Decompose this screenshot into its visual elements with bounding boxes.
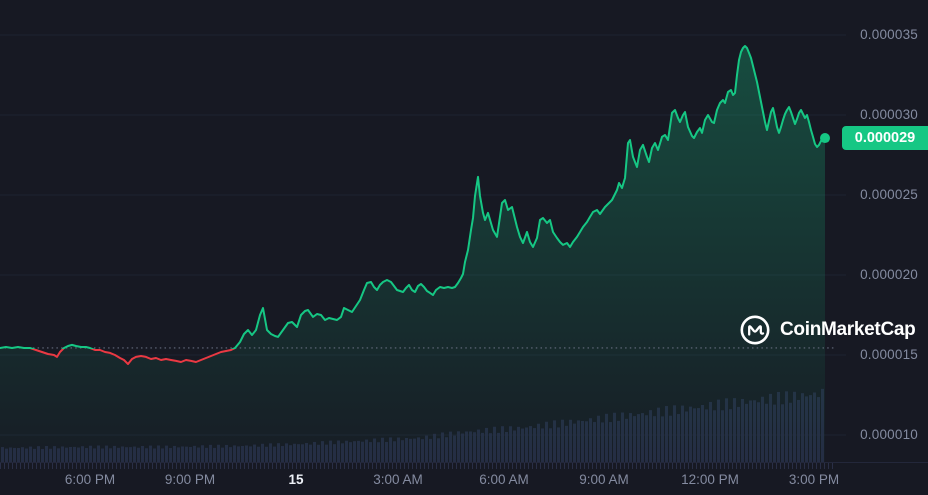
watermark: CoinMarketCap xyxy=(739,314,916,346)
x-axis-label: 12:00 PM xyxy=(681,472,739,487)
current-price-value: 0.000029 xyxy=(854,130,916,147)
x-axis-label: 3:00 AM xyxy=(373,472,423,487)
y-axis-label: 0.000035 xyxy=(860,27,918,42)
y-axis-label: 0.000020 xyxy=(860,267,918,282)
y-axis-label: 0.000025 xyxy=(860,187,918,202)
price-line-up xyxy=(0,45,826,349)
price-area-fill xyxy=(0,46,825,462)
price-line-down xyxy=(0,348,236,365)
x-axis: 6:00 PM 9:00 PM 15 3:00 AM 6:00 AM 9:00 AM 12:… xyxy=(0,462,928,495)
coinmarketcap-icon xyxy=(740,315,770,345)
x-axis-label: 3:00 PM xyxy=(788,472,840,487)
y-axis-label: 0.000030 xyxy=(860,107,918,122)
current-price-badge: 0.000029 xyxy=(842,126,928,151)
last-price-dot xyxy=(820,133,830,144)
x-axis-label: 15 xyxy=(288,472,304,487)
x-axis-minor-ticks xyxy=(0,463,836,469)
y-axis-label: 0.000010 xyxy=(860,427,918,442)
watermark-brand-text: CoinMarketCap xyxy=(780,319,916,340)
x-axis-label: 9:00 PM xyxy=(164,472,216,487)
x-axis-label: 9:00 AM xyxy=(579,472,629,487)
y-axis-label: 0.000015 xyxy=(860,347,918,362)
x-axis-label: 6:00 PM xyxy=(64,472,116,487)
x-axis-label: 6:00 AM xyxy=(479,472,529,487)
